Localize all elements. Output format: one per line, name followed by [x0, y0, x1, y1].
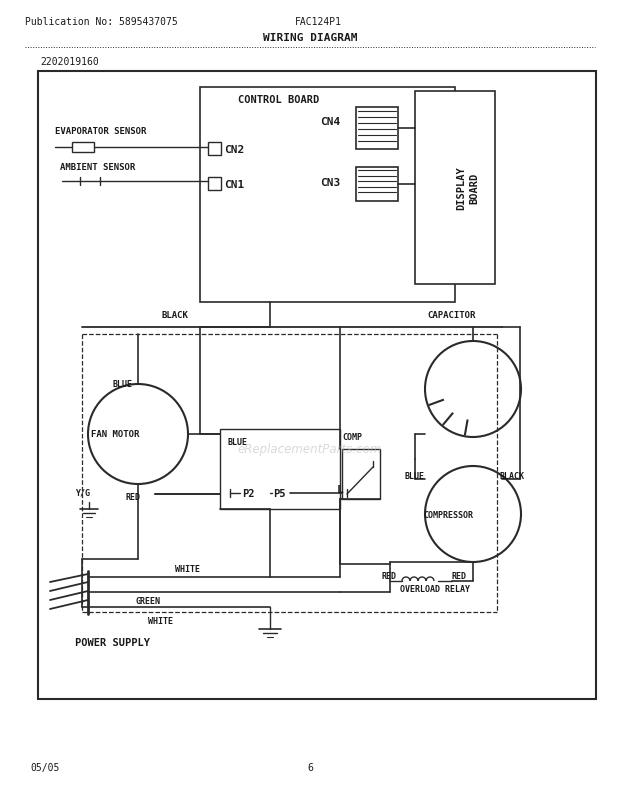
Bar [356, 168, 398, 202]
Text: BLUE: BLUE [228, 438, 248, 447]
Text: CN1: CN1 [224, 180, 244, 190]
Text: GREEN: GREEN [135, 597, 160, 606]
Text: AMBIENT SENSOR: AMBIENT SENSOR [60, 164, 135, 172]
Text: WHITE: WHITE [148, 617, 173, 626]
Circle shape [425, 467, 521, 562]
Circle shape [88, 384, 188, 484]
Bar [208, 143, 221, 156]
Bar [38, 72, 596, 699]
Text: CAPACITOR: CAPACITOR [427, 311, 476, 320]
Text: CONTROL BOARD: CONTROL BOARD [238, 95, 319, 105]
Text: COMP: COMP [342, 433, 362, 442]
Bar [220, 429, 340, 509]
Text: FAC124P1: FAC124P1 [295, 17, 342, 27]
Bar [342, 449, 380, 500]
Text: OVERLOAD RELAY: OVERLOAD RELAY [400, 585, 470, 593]
Text: 6: 6 [307, 762, 313, 772]
Text: BLACK: BLACK [162, 311, 189, 320]
Text: eReplacementParts.com: eReplacementParts.com [238, 443, 382, 456]
Bar [356, 107, 398, 150]
Bar [208, 178, 221, 191]
Text: FAN MOTOR: FAN MOTOR [91, 430, 139, 439]
Text: BLUE: BLUE [405, 472, 425, 481]
Text: EVAPORATOR SENSOR: EVAPORATOR SENSOR [55, 128, 146, 136]
Text: CN3: CN3 [320, 178, 340, 188]
Bar [200, 88, 455, 302]
Text: Y/G: Y/G [75, 488, 90, 497]
Text: CN2: CN2 [224, 145, 244, 155]
Circle shape [425, 342, 521, 437]
Text: BLACK: BLACK [500, 472, 525, 481]
Text: WIRING DIAGRAM: WIRING DIAGRAM [263, 33, 357, 43]
Text: P2: P2 [242, 488, 254, 498]
Text: 05/05: 05/05 [30, 762, 60, 772]
Text: COMPRESSOR: COMPRESSOR [423, 510, 473, 519]
Text: BLUE: BLUE [112, 380, 132, 389]
Text: DISPLAY
BOARD: DISPLAY BOARD [456, 166, 480, 209]
Text: L: L [337, 484, 343, 494]
Text: Publication No: 5895437075: Publication No: 5895437075 [25, 17, 178, 27]
Text: RED: RED [125, 493, 140, 502]
Bar [72, 143, 94, 153]
Text: RED: RED [452, 572, 467, 581]
Text: WHITE: WHITE [175, 565, 200, 573]
Text: POWER SUPPLY: POWER SUPPLY [75, 638, 150, 647]
Text: 2202019160: 2202019160 [40, 57, 99, 67]
Text: RED: RED [382, 572, 397, 581]
Text: CN4: CN4 [320, 117, 340, 127]
Bar [415, 92, 495, 285]
Text: P5: P5 [273, 488, 285, 498]
